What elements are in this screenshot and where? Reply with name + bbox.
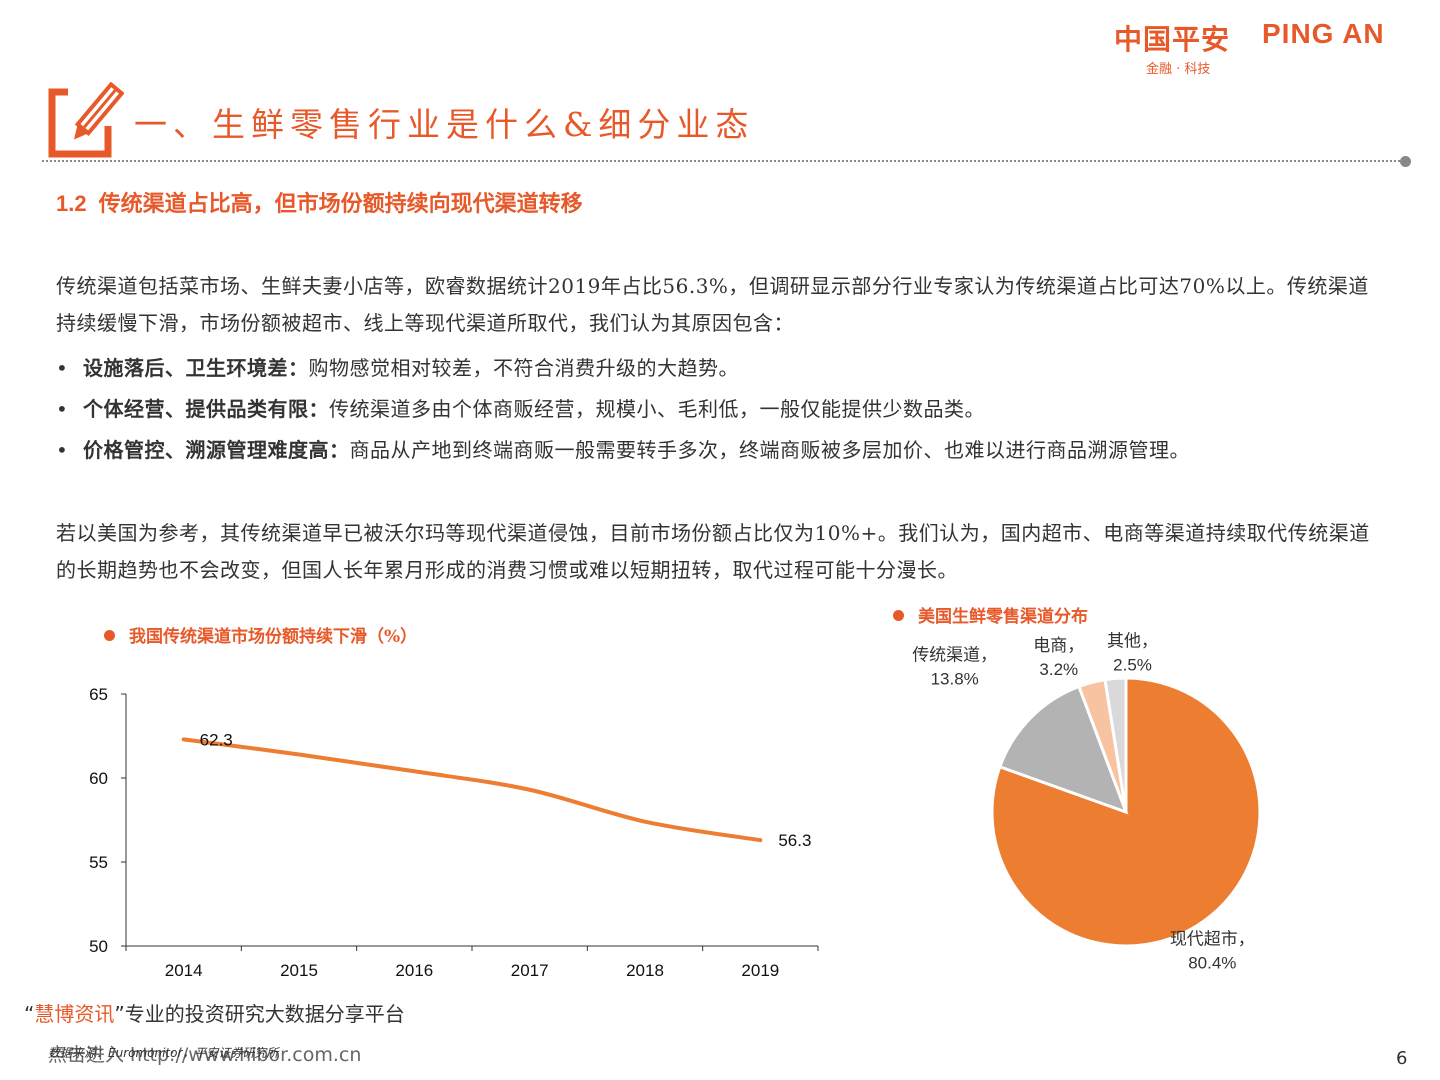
logo-tagline: 金融 · 科技 (1146, 62, 1211, 77)
x-tick-label: 2018 (626, 961, 664, 980)
pie-label-name: 传统渠道， (912, 646, 997, 666)
reason-heading: 个体经营、提供品类有限： (83, 397, 329, 421)
data-point (298, 753, 300, 755)
reason-item: 个体经营、提供品类有限：传统渠道多由个体商贩经营，规模小、毛利低，一般仅能提供少… (56, 389, 1396, 430)
reason-list: 设施落后、卫生环境差：购物感觉相对较差，不符合消费升级的大趋势。 个体经营、提供… (56, 348, 1396, 471)
line-chart-title-text: 我国传统渠道市场份额持续下滑（%） (129, 627, 418, 647)
pie-label-name: 电商， (1033, 636, 1084, 656)
reason-item: 价格管控、溯源管理难度高：商品从产地到终端商贩一般需要转手多次，终端商贩被多层加… (56, 430, 1396, 471)
data-point (413, 770, 415, 772)
page-title: 一、生鲜零售行业是什么&细分业态 (134, 105, 755, 144)
data-label: 56.3 (778, 831, 811, 850)
pie-label: 电商， 3.2% (1033, 636, 1084, 679)
pie-label-name: 现代超市， (1170, 930, 1255, 950)
pie-label-name: 其他， (1107, 631, 1158, 651)
edit-pencil-icon (48, 82, 124, 158)
reason-text: 商品从产地到终端商贩一般需要转手多次，终端商贩被多层加价、也难以进行商品溯源管理… (349, 438, 1190, 462)
data-point (183, 738, 185, 740)
pie-chart: 现代超市， 80.4% 传统渠道， 13.8% 电商， 3.2% 其他， 2.5% (912, 631, 1262, 973)
y-tick-label: 65 (89, 685, 108, 704)
pie-label-value: 2.5% (1113, 655, 1152, 674)
pie-slice (997, 684, 1129, 815)
pie-label-value: 3.2% (1039, 660, 1078, 679)
logo-en: PING AN (1262, 18, 1385, 49)
bullet-dot-icon (104, 630, 115, 641)
reason-text: 购物感觉相对较差，不符合消费升级的大趋势。 (308, 356, 739, 380)
pie-label: 现代超市， 80.4% (1170, 930, 1255, 973)
x-tick-label: 2015 (280, 961, 318, 980)
reason-heading: 价格管控、溯源管理难度高： (83, 438, 350, 462)
y-tick-label: 55 (89, 853, 108, 872)
reason-text: 传统渠道多由个体商贩经营，规模小、毛利低，一般仅能提供少数品类。 (329, 397, 985, 421)
divider-end-dot (1400, 156, 1411, 167)
x-tick-label: 2019 (741, 961, 779, 980)
bullet-dot-icon (893, 610, 904, 621)
footer-url-link[interactable]: 点击进入 http://www.hibor.com.cn (48, 1044, 362, 1066)
logo-cn: 中国平安 (1114, 23, 1231, 56)
page-number: 6 (1396, 1048, 1408, 1069)
pie-label: 传统渠道， 13.8% (912, 646, 997, 689)
line-chart-title: 我国传统渠道市场份额持续下滑（%） (104, 622, 417, 647)
series-line (181, 737, 763, 843)
us-comparison-paragraph: 若以美国为参考，其传统渠道早已被沃尔玛等现代渠道侵蚀，目前市场份额占比仅为10%… (56, 521, 1370, 582)
data-point (644, 821, 646, 823)
quote-open: “ (24, 1002, 35, 1026)
x-tick-label: 2016 (395, 961, 433, 980)
x-tick-label: 2014 (165, 961, 203, 980)
pie-chart-title: 美国生鲜零售渠道分布 (893, 602, 1088, 627)
x-tick-label: 2017 (511, 961, 549, 980)
intro-paragraph: 传统渠道包括菜市场、生鲜夫妻小店等，欧睿数据统计2019年占比56.3%，但调研… (56, 274, 1369, 335)
section-number: 1.2 (56, 191, 87, 216)
brand-slogan: ”专业的投资研究大数据分享平台 (114, 1002, 405, 1026)
pie-label: 其他， 2.5% (1107, 631, 1158, 674)
line-chart: 50 55 60 65 2014 2015 2016 2017 2018 2019 62.3 56.3 (89, 685, 819, 980)
brand-name: 慧博资讯 (34, 1002, 115, 1026)
y-tick-label: 50 (89, 937, 108, 956)
data-point (759, 839, 761, 841)
footer-brand: “慧博资讯”专业的投资研究大数据分享平台 (24, 998, 405, 1027)
pie-slice (1103, 676, 1128, 813)
pie-chart-title-text: 美国生鲜零售渠道分布 (918, 607, 1088, 627)
section-heading: 传统渠道占比高，但市场份额持续向现代渠道转移 (98, 192, 583, 217)
section-subtitle: 1.2 传统渠道占比高，但市场份额持续向现代渠道转移 (56, 186, 583, 218)
data-label: 62.3 (200, 730, 233, 749)
pie-label-value: 80.4% (1188, 954, 1236, 973)
y-tick-label: 60 (89, 769, 108, 788)
reason-heading: 设施落后、卫生环境差： (83, 356, 309, 380)
pie-label-value: 13.8% (931, 670, 979, 689)
title-divider (42, 160, 1404, 162)
data-point (529, 789, 531, 791)
data-source-note: 数据来源：Euromonitor，平安证券研究所 (48, 1046, 279, 1060)
reason-item: 设施落后、卫生环境差：购物感觉相对较差，不符合消费升级的大趋势。 (56, 348, 1396, 389)
